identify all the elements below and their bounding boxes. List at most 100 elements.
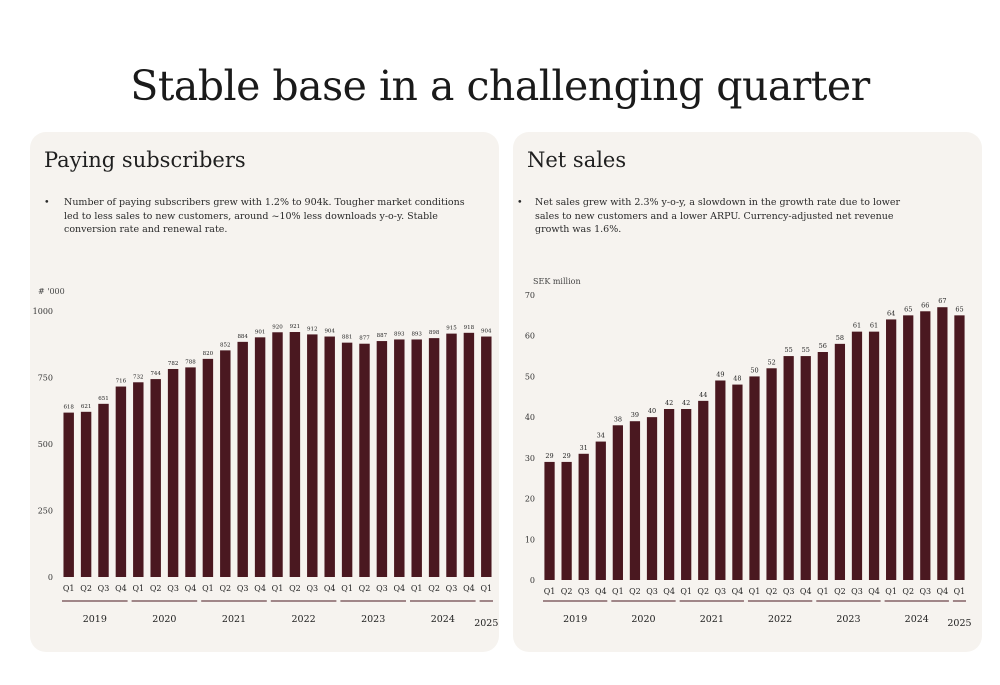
bar-value-label: 782	[168, 361, 179, 367]
bar	[98, 403, 109, 577]
x-tick-label: Q3	[98, 584, 110, 593]
x-tick-label: Q2	[834, 587, 846, 596]
x-tick-label: Q3	[715, 587, 727, 596]
x-tick-label: Q2	[359, 584, 371, 593]
year-label: 2021	[222, 614, 246, 625]
bar	[411, 339, 422, 577]
x-tick-label: Q4	[595, 587, 607, 596]
y-tick-label: 250	[38, 507, 53, 516]
bar-value-label: 52	[767, 358, 775, 366]
x-tick-label: Q1	[411, 584, 423, 593]
bar	[481, 336, 492, 577]
bar	[63, 412, 74, 577]
bar-value-label: 904	[481, 329, 492, 335]
x-tick-label: Q1	[749, 587, 761, 596]
x-tick-label: Q4	[937, 587, 949, 596]
year-label: 2020	[152, 614, 176, 625]
bar	[663, 409, 675, 580]
bar	[868, 331, 880, 580]
bar	[359, 343, 370, 577]
bar-value-label: 921	[290, 324, 301, 330]
x-tick-label: Q1	[63, 584, 75, 593]
x-tick-label: Q1	[480, 584, 492, 593]
bar	[937, 307, 948, 580]
bar-value-label: 50	[750, 366, 758, 374]
x-tick-label: Q4	[663, 587, 675, 596]
bar-value-label: 877	[359, 336, 370, 342]
x-tick-label: Q2	[697, 587, 709, 596]
bar	[920, 311, 931, 580]
y-tick-label: 750	[38, 374, 53, 383]
x-tick-label: Q2	[766, 587, 778, 596]
bar	[289, 332, 301, 577]
bar-value-label: 893	[411, 331, 422, 337]
bar	[578, 453, 589, 580]
x-tick-label: Q4	[324, 584, 336, 593]
bar-value-label: 61	[853, 322, 861, 330]
bar	[272, 332, 283, 577]
bar-value-label: 744	[150, 371, 161, 377]
bar-value-label: 61	[870, 322, 878, 330]
bar	[715, 380, 726, 580]
y-tick-label: 50	[525, 372, 535, 381]
x-tick-label: Q3	[783, 587, 795, 596]
year-label: 2021	[700, 614, 724, 625]
bar-value-label: 852	[220, 342, 231, 348]
paying-subscribers-heading: Paying subscribers	[44, 148, 246, 172]
x-tick-label: Q3	[578, 587, 590, 596]
y-tick-label: 0	[530, 576, 535, 585]
bar	[307, 334, 318, 577]
net-sales-bullet: Net sales grew with 2.3% y-o-y, a slowdo…	[517, 196, 915, 237]
bar-value-label: 65	[904, 305, 912, 313]
bar	[732, 384, 743, 580]
bar-value-label: 893	[394, 331, 405, 337]
bar-value-label: 29	[545, 452, 553, 460]
x-tick-label: Q1	[680, 587, 692, 596]
bar	[133, 382, 144, 577]
x-tick-label: Q1	[885, 587, 897, 596]
y-tick-label: 30	[525, 454, 535, 463]
bar-value-label: 651	[98, 396, 109, 402]
bar	[783, 356, 794, 580]
bar-value-label: 884	[237, 334, 248, 340]
x-tick-label: Q2	[289, 584, 301, 593]
bar-value-label: 788	[185, 359, 196, 365]
bar-value-label: 732	[133, 374, 144, 380]
paying-subscribers-bullet: Number of paying subscribers grew with 1…	[44, 196, 469, 237]
bar-value-label: 716	[116, 379, 127, 385]
bar	[834, 343, 846, 580]
bar-value-label: 48	[733, 375, 741, 383]
bar	[115, 386, 127, 577]
x-tick-label: Q2	[629, 587, 641, 596]
x-tick-label: Q1	[272, 584, 284, 593]
bar	[237, 341, 248, 577]
bar	[394, 339, 405, 577]
year-label: 2023	[361, 614, 385, 625]
bar	[202, 358, 214, 577]
year-label: 2025	[474, 618, 498, 629]
year-label: 2020	[631, 614, 655, 625]
x-tick-label: Q2	[561, 587, 573, 596]
bar-value-label: 40	[648, 407, 656, 415]
x-tick-label: Q1	[544, 587, 556, 596]
x-tick-label: Q1	[132, 584, 144, 593]
y-axis-title: SEK million	[533, 277, 581, 286]
bar-value-label: 920	[272, 324, 283, 330]
page-title: Stable base in a challenging quarter	[130, 62, 870, 110]
x-tick-label: Q4	[185, 584, 197, 593]
x-tick-label: Q3	[851, 587, 863, 596]
paying-subscribers-chart: # '000 0 250 500 750 1000 618 Q1 621 Q2 651 Q3 716 Q4…	[33, 287, 499, 629]
bar	[254, 337, 266, 577]
y-tick-label: 0	[48, 573, 53, 582]
bar-value-label: 65	[955, 305, 963, 313]
x-tick-label: Q2	[902, 587, 914, 596]
bar	[544, 461, 555, 580]
bar-value-label: 55	[802, 346, 810, 354]
year-label: 2024	[905, 614, 929, 625]
x-tick-label: Q3	[919, 587, 931, 596]
bar	[698, 400, 709, 580]
bar-value-label: 39	[631, 411, 639, 419]
bar	[341, 342, 353, 577]
net-sales-panel: Net sales Net sales grew with 2.3% y-o-y…	[513, 132, 982, 652]
x-tick-label: Q2	[428, 584, 440, 593]
